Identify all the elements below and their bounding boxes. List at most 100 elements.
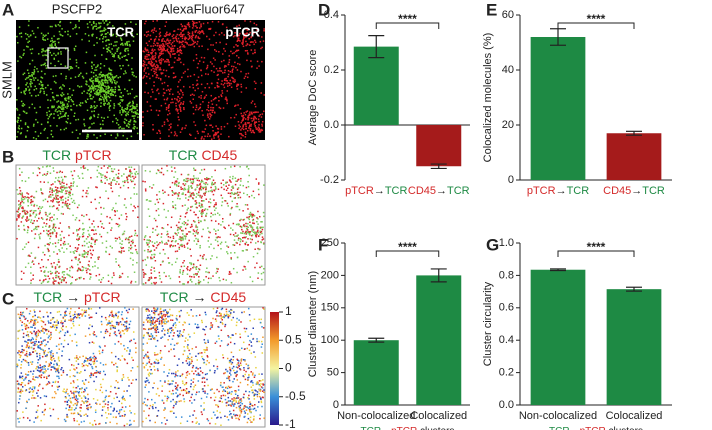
dot: [78, 314, 80, 316]
dot: [242, 240, 244, 242]
dot: [167, 58, 169, 61]
dot: [256, 252, 259, 255]
dot: [159, 132, 162, 134]
dot: [226, 251, 228, 253]
dot: [194, 31, 197, 33]
dot: [255, 121, 258, 123]
dot: [97, 27, 99, 29]
dot: [195, 202, 198, 204]
dot: [126, 90, 129, 92]
dot: [173, 30, 176, 32]
dot: [215, 202, 217, 204]
dot: [236, 88, 239, 90]
dot: [193, 276, 195, 278]
dot: [236, 242, 238, 244]
dot: [53, 225, 55, 227]
dot: [27, 341, 29, 344]
dot: [224, 69, 226, 72]
dot: [219, 236, 221, 239]
dot: [196, 79, 198, 82]
dot: [69, 251, 72, 253]
dot: [234, 183, 237, 186]
dot: [214, 182, 216, 184]
dot: [136, 109, 139, 112]
dot: [109, 93, 111, 95]
dot: [105, 58, 108, 61]
dot: [209, 112, 211, 115]
dot: [106, 330, 109, 333]
dot: [85, 80, 88, 82]
dot: [102, 20, 104, 22]
dot: [193, 22, 196, 25]
dot: [211, 189, 213, 192]
dot: [69, 65, 71, 68]
dot: [77, 385, 79, 388]
dot: [37, 346, 39, 349]
dot: [77, 239, 79, 242]
dot: [94, 239, 97, 242]
dot: [231, 71, 234, 73]
dot: [17, 42, 19, 44]
dot: [262, 40, 265, 42]
dot: [250, 123, 252, 126]
dot: [32, 32, 35, 35]
dot: [211, 183, 213, 185]
dot: [72, 392, 75, 394]
dot: [193, 42, 195, 44]
dot: [100, 235, 103, 238]
dot: [49, 172, 52, 175]
dot: [37, 365, 39, 368]
dot: [259, 40, 262, 43]
dot: [109, 77, 112, 80]
dot: [70, 409, 73, 411]
dot: [48, 335, 50, 337]
dot: [199, 183, 201, 186]
dot: [226, 30, 228, 33]
dot: [169, 112, 171, 115]
dot: [64, 115, 66, 117]
dot: [247, 52, 249, 54]
dot: [123, 344, 125, 347]
dot: [126, 44, 129, 46]
dot: [236, 180, 238, 183]
dot: [39, 364, 41, 366]
dot: [254, 103, 256, 105]
dot: [213, 199, 215, 201]
dot: [112, 410, 115, 412]
dot: [50, 200, 52, 202]
dot: [27, 219, 29, 221]
dot: [126, 137, 128, 140]
dot: [247, 129, 249, 132]
dot: [170, 48, 173, 50]
dot: [174, 261, 177, 263]
dot: [133, 177, 135, 180]
dot: [45, 384, 48, 386]
dot: [181, 193, 183, 195]
dot: [42, 38, 44, 40]
dot: [234, 197, 236, 199]
dot: [90, 24, 93, 26]
dot: [70, 197, 73, 200]
dot: [226, 90, 229, 92]
dot: [41, 218, 44, 220]
dot: [46, 114, 48, 116]
dot: [122, 99, 124, 101]
dot: [247, 244, 249, 246]
dot: [19, 375, 21, 378]
dot: [72, 314, 74, 316]
dot: [196, 83, 199, 86]
dot: [151, 187, 153, 189]
dot: [63, 279, 65, 282]
dot: [97, 267, 99, 269]
dot: [85, 309, 88, 312]
dot: [253, 123, 256, 125]
dot: [78, 20, 80, 22]
dot: [145, 64, 148, 66]
dot: [253, 22, 256, 25]
dot: [111, 90, 113, 93]
dot: [69, 67, 72, 70]
dot: [147, 249, 149, 251]
dot: [224, 98, 227, 100]
dot: [93, 134, 95, 136]
